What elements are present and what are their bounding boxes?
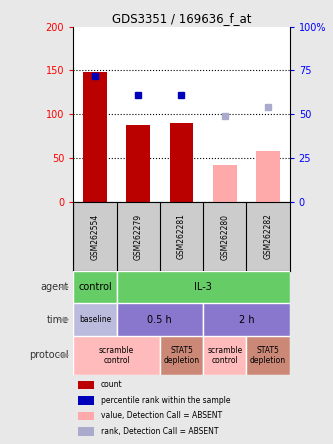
Bar xyxy=(213,165,237,202)
Text: IL-3: IL-3 xyxy=(194,282,212,292)
Text: GSM262282: GSM262282 xyxy=(263,214,273,259)
Bar xyxy=(256,151,280,202)
Bar xyxy=(160,336,203,375)
Bar xyxy=(203,336,246,375)
Text: STAT5
depletion: STAT5 depletion xyxy=(250,346,286,365)
Bar xyxy=(117,303,203,336)
Bar xyxy=(73,303,117,336)
Text: count: count xyxy=(101,381,123,389)
Bar xyxy=(203,303,290,336)
Text: value, Detection Call = ABSENT: value, Detection Call = ABSENT xyxy=(101,412,222,420)
Bar xyxy=(78,396,95,404)
Text: agent: agent xyxy=(41,282,69,292)
Text: GSM262554: GSM262554 xyxy=(90,214,100,260)
Bar xyxy=(117,271,290,303)
Text: GSM262279: GSM262279 xyxy=(134,214,143,260)
Text: 2 h: 2 h xyxy=(239,315,254,325)
Bar xyxy=(73,336,160,375)
Text: baseline: baseline xyxy=(79,315,111,324)
Text: rank, Detection Call = ABSENT: rank, Detection Call = ABSENT xyxy=(101,427,218,436)
Text: GSM262281: GSM262281 xyxy=(177,214,186,259)
Bar xyxy=(73,271,117,303)
Bar xyxy=(78,412,95,420)
Bar xyxy=(78,427,95,436)
Bar xyxy=(246,336,290,375)
Title: GDS3351 / 169636_f_at: GDS3351 / 169636_f_at xyxy=(112,12,251,25)
Text: 0.5 h: 0.5 h xyxy=(148,315,172,325)
Text: percentile rank within the sample: percentile rank within the sample xyxy=(101,396,230,405)
Text: control: control xyxy=(78,282,112,292)
Bar xyxy=(126,125,150,202)
Text: protocol: protocol xyxy=(29,350,69,361)
Bar xyxy=(169,123,193,202)
Bar xyxy=(83,72,107,202)
Text: time: time xyxy=(47,315,69,325)
Bar xyxy=(78,381,95,389)
Text: scramble
control: scramble control xyxy=(207,346,242,365)
Text: GSM262280: GSM262280 xyxy=(220,214,229,260)
Text: STAT5
depletion: STAT5 depletion xyxy=(164,346,199,365)
Text: scramble
control: scramble control xyxy=(99,346,134,365)
